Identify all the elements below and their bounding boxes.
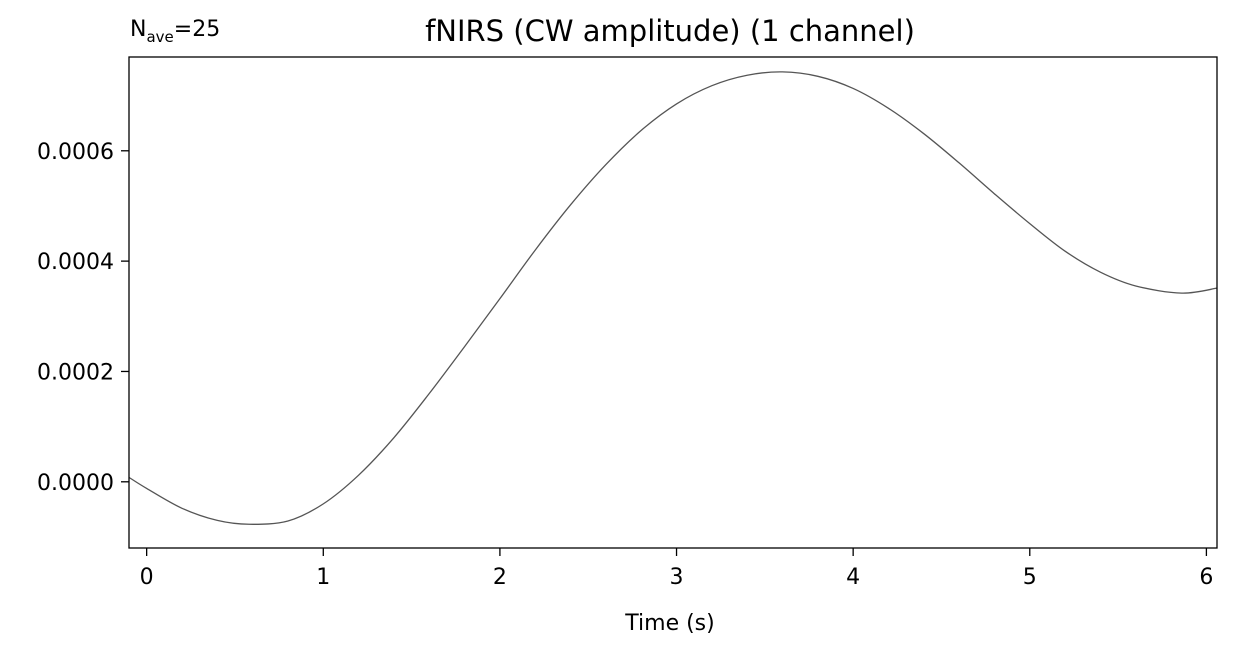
nave-annotation: Nave=25 [130, 17, 220, 46]
x-axis: 0 1 2 3 4 5 6 [140, 548, 1213, 590]
nave-suffix: =25 [174, 17, 220, 42]
x-axis-label: Time (s) [624, 611, 714, 636]
series-layer [128, 71, 1218, 525]
y-tick-label: 0.0000 [37, 471, 114, 496]
nave-base: N [130, 17, 146, 42]
x-tick-label: 0 [140, 565, 154, 590]
x-tick-label: 4 [846, 565, 860, 590]
x-tick-label: 2 [493, 565, 507, 590]
y-tick-label: 0.0006 [37, 140, 114, 165]
x-tick-label: 3 [670, 565, 684, 590]
x-tick-label: 1 [316, 565, 330, 590]
y-axis: 0.0000 0.0002 0.0004 0.0006 [37, 140, 129, 496]
x-tick-label: 6 [1199, 565, 1213, 590]
y-tick-label: 0.0004 [37, 250, 114, 275]
chart-title: fNIRS (CW amplitude) (1 channel) [425, 14, 915, 48]
nave-subscript: ave [146, 28, 173, 46]
y-tick-label: 0.0002 [37, 360, 114, 385]
series-line-0 [128, 71, 1218, 525]
plot-area-frame [128, 56, 1218, 549]
x-tick-label: 5 [1023, 565, 1037, 590]
